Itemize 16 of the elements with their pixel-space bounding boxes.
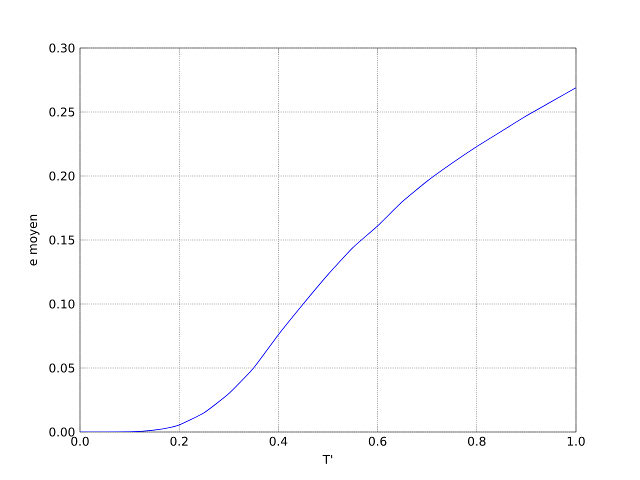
x-tick-label: 0.2 — [170, 436, 188, 446]
y-tick-label: 0.05 — [49, 363, 74, 373]
x-axis-title: T' — [322, 454, 332, 464]
line-series — [80, 87, 576, 432]
y-tick-label: 0.10 — [49, 299, 74, 309]
y-tick-label: 0.00 — [49, 427, 74, 437]
x-tick-label: 1.0 — [568, 436, 585, 446]
y-tick-label: 0.25 — [49, 107, 74, 117]
y-axis-title: e moyen — [30, 214, 40, 266]
x-tick-label: 0.6 — [368, 436, 386, 446]
x-tick-label: 0.8 — [468, 436, 486, 446]
x-tick-label: 0.4 — [270, 436, 288, 446]
y-tick-label: 0.20 — [49, 171, 74, 181]
y-tick-label: 0.30 — [49, 43, 74, 53]
y-tick-label: 0.15 — [49, 235, 74, 245]
x-tick-label: 0.0 — [71, 436, 89, 446]
